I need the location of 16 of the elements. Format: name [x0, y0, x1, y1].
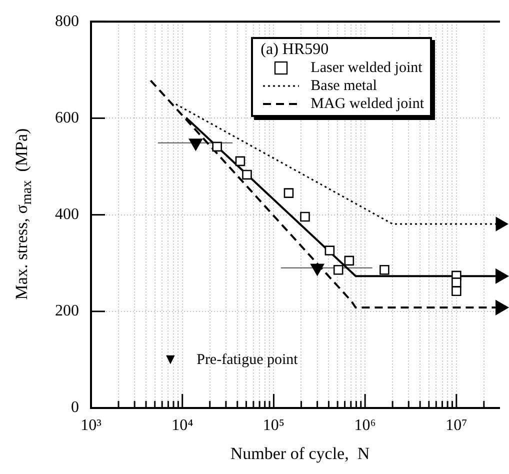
y-tick-label: 200: [55, 302, 79, 320]
legend-label: Laser welded joint: [310, 59, 422, 77]
y-tick-label: 400: [55, 206, 79, 224]
legend-title: (a) HR590: [260, 41, 330, 59]
y-tick-label: 800: [55, 12, 79, 30]
y-tick-label: 0: [71, 399, 79, 416]
x-tick-label: 10⁷: [446, 416, 468, 434]
x-axis-title: Number of cycle, N: [230, 444, 370, 464]
legend-label: MAG welded joint: [310, 95, 424, 113]
legend-label: Base metal: [310, 77, 377, 95]
y-tick-label: 600: [55, 109, 79, 126]
x-tick-label: 10³: [80, 416, 102, 434]
x-tick-label: 10⁶: [354, 416, 376, 434]
x-tick-label: 10⁴: [172, 416, 194, 434]
x-tick-label: 10⁵: [262, 416, 284, 434]
annotation: ▼ Pre-fatigue point: [163, 352, 298, 369]
